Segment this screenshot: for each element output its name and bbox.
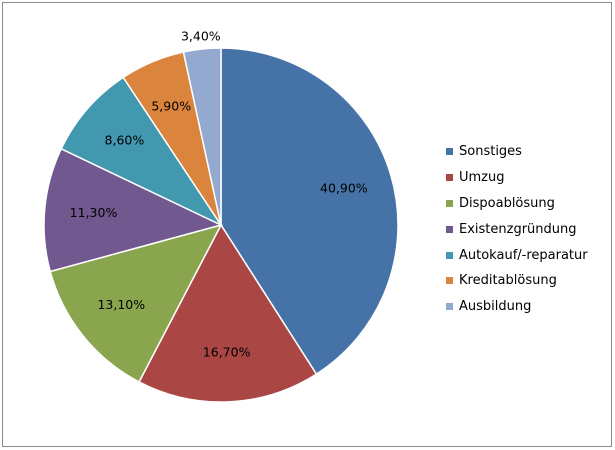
data-label-dispoabloesung: 13,10% [97, 297, 145, 312]
pie-slice-umzug [138, 223, 318, 403]
legend-label-sonstiges: Sonstiges [459, 144, 522, 160]
legend-item-autokauf-reparatur: Autokauf/-reparatur [446, 242, 588, 268]
data-label-umzug: 16,70% [203, 344, 251, 359]
data-label-sonstiges: 40,90% [320, 181, 368, 196]
data-label-existenzgruendung: 11,30% [70, 205, 118, 220]
legend-label-ausbildung: Ausbildung [459, 299, 532, 315]
legend-label-umzug: Umzug [459, 170, 505, 186]
legend-swatch-existenzgruendung [446, 225, 453, 233]
legend-swatch-umzug [446, 174, 453, 182]
chart-legend: Sonstiges Umzug Dispoablösung Existenzgründ… [446, 139, 588, 320]
data-label-ausbildung: 3,40% [181, 29, 221, 44]
pie-slice-ausbildung [182, 47, 222, 226]
legend-swatch-dispoabloesung [446, 199, 453, 207]
legend-item-umzug: Umzug [446, 165, 588, 191]
legend-swatch-ausbildung [446, 303, 453, 311]
pie-slice-sonstiges [220, 47, 399, 376]
legend-item-kreditabloesung: Kreditablösung [446, 268, 588, 294]
legend-label-autokauf-reparatur: Autokauf/-reparatur [459, 247, 588, 263]
legend-item-existenzgruendung: Existenzgründung [446, 216, 588, 242]
pie-slice-autokauf-reparatur [60, 76, 224, 227]
legend-label-existenzgruendung: Existenzgründung [459, 221, 577, 237]
legend-label-kreditabloesung: Kreditablösung [459, 273, 557, 289]
pie-slice-dispoabloesung [49, 223, 223, 383]
legend-swatch-sonstiges [446, 148, 453, 156]
data-label-autokauf-reparatur: 8,60% [105, 133, 145, 148]
legend-item-sonstiges: Sonstiges [446, 139, 588, 165]
data-label-kreditabloesung: 5,90% [151, 99, 191, 114]
legend-label-dispoabloesung: Dispoablösung [459, 195, 555, 211]
legend-swatch-autokauf-reparatur [446, 251, 453, 259]
legend-item-ausbildung: Ausbildung [446, 294, 588, 320]
legend-swatch-kreditabloesung [446, 277, 453, 285]
pie-slice-existenzgruendung [43, 147, 224, 273]
legend-item-dispoabloesung: Dispoablösung [446, 191, 588, 217]
